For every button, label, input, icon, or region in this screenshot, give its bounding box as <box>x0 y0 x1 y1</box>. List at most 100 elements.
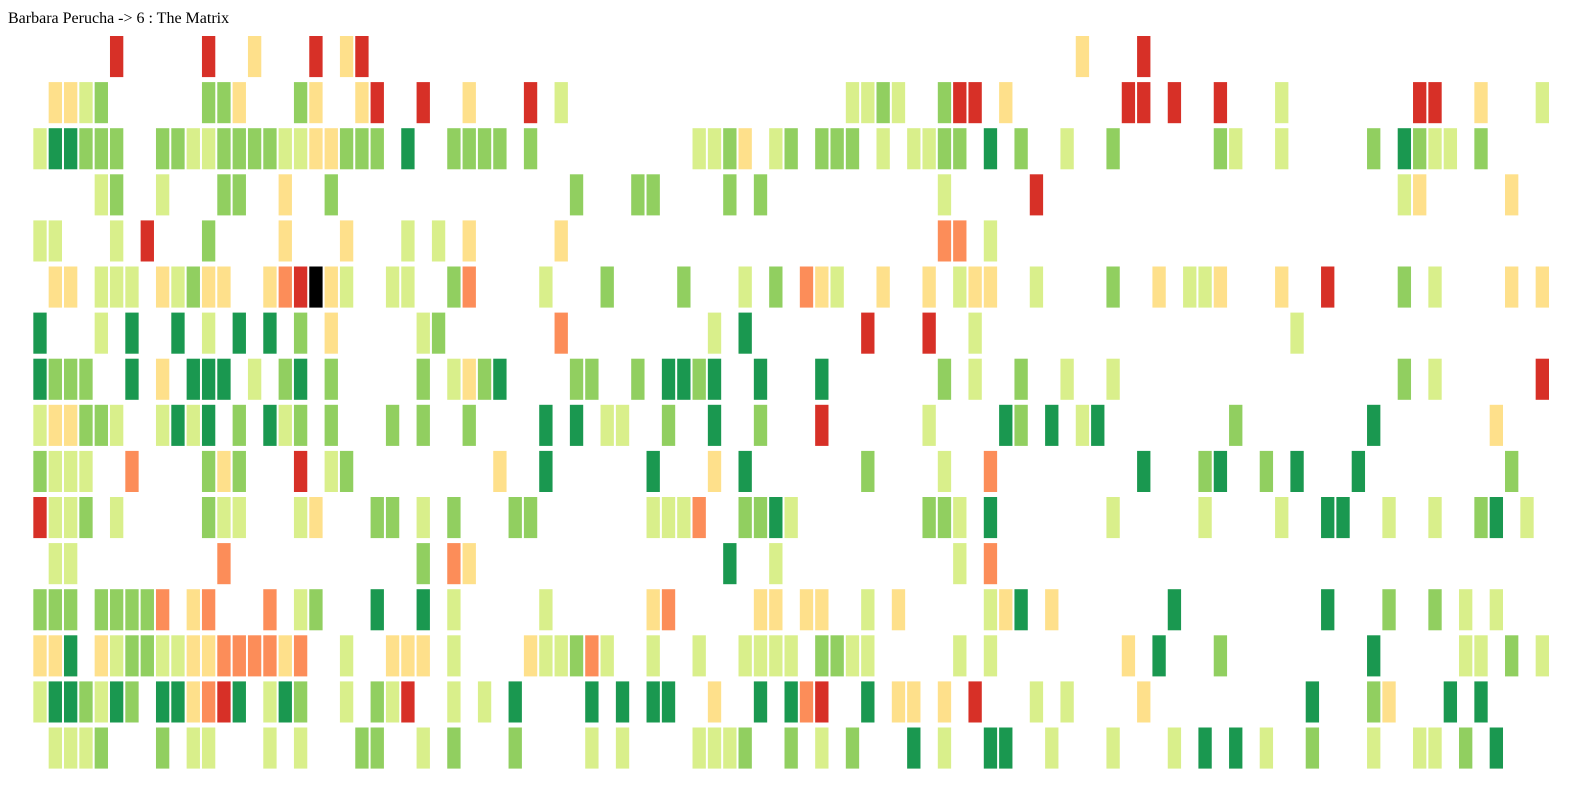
heatmap-cell <box>293 266 308 308</box>
heatmap-cell <box>232 174 246 216</box>
heatmap-cell <box>79 82 93 124</box>
heatmap-cell <box>33 404 47 446</box>
heatmap-cell <box>339 635 354 677</box>
heatmap-cell <box>646 681 660 723</box>
heatmap-cell <box>569 635 584 677</box>
heatmap-cell <box>1167 727 1182 769</box>
heatmap-cell <box>171 266 185 308</box>
heatmap-cell <box>477 128 492 170</box>
heatmap-cell <box>1259 727 1274 769</box>
heatmap-cell <box>1367 128 1381 170</box>
heatmap-cell <box>1535 82 1549 124</box>
heatmap-cell <box>1321 589 1335 631</box>
heatmap-cell <box>263 681 277 723</box>
heatmap-cell <box>876 266 890 308</box>
heatmap-cell <box>1367 635 1381 677</box>
heatmap-cell <box>1137 450 1151 492</box>
heatmap-cell <box>186 727 200 769</box>
heatmap-cell <box>1106 128 1120 170</box>
heatmap-cell <box>953 82 967 124</box>
heatmap-cell <box>891 82 906 124</box>
heatmap-cell <box>171 312 185 354</box>
heatmap-cell <box>585 635 599 677</box>
heatmap-cell <box>416 727 430 769</box>
heatmap-cell <box>63 82 78 124</box>
heatmap-cell <box>569 174 584 216</box>
heatmap-cell <box>968 312 982 354</box>
heatmap-cell <box>201 727 216 769</box>
heatmap-cell <box>109 36 124 78</box>
heatmap-cell <box>416 404 430 446</box>
heatmap-cell <box>661 404 676 446</box>
heatmap-cell <box>370 128 384 170</box>
heatmap-cell <box>1367 681 1381 723</box>
heatmap-cell <box>1137 681 1151 723</box>
heatmap-cell <box>1045 404 1059 446</box>
heatmap-cell <box>385 497 400 539</box>
heatmap-cell <box>1413 82 1427 124</box>
heatmap-cell <box>48 450 62 492</box>
heatmap-cell <box>1535 358 1549 400</box>
heatmap-cell <box>983 727 998 769</box>
heatmap-cell <box>830 128 844 170</box>
heatmap-cell <box>1014 128 1028 170</box>
heatmap-cell <box>753 497 768 539</box>
heatmap-cell <box>416 497 430 539</box>
heatmap-cell <box>569 404 584 446</box>
heatmap-cell <box>48 128 62 170</box>
heatmap-cell <box>615 404 630 446</box>
heatmap-cell <box>937 450 952 492</box>
heatmap-cell <box>1413 174 1427 216</box>
heatmap-cell <box>324 174 338 216</box>
heatmap-cell <box>171 635 185 677</box>
heatmap-cell <box>677 497 691 539</box>
heatmap-cell <box>1106 497 1120 539</box>
heatmap-cell <box>1397 266 1412 308</box>
heatmap-cell <box>155 589 170 631</box>
heatmap-cell <box>370 82 384 124</box>
heatmap-cell <box>983 266 998 308</box>
heatmap-cell <box>431 312 446 354</box>
heatmap-cell <box>1428 128 1442 170</box>
heatmap-cell <box>1229 128 1243 170</box>
heatmap-cell <box>891 681 906 723</box>
heatmap-cell <box>94 266 108 308</box>
heatmap-cell <box>462 82 476 124</box>
heatmap-cell <box>1489 497 1504 539</box>
heatmap-cell <box>263 312 277 354</box>
heatmap-cell <box>447 497 461 539</box>
heatmap-cell <box>569 358 584 400</box>
heatmap-cell <box>48 681 62 723</box>
heatmap-cell <box>217 497 231 539</box>
heatmap-cell <box>109 635 124 677</box>
heatmap-cell <box>217 635 231 677</box>
heatmap-cell <box>983 497 998 539</box>
heatmap-cell <box>1520 497 1534 539</box>
heatmap-cell <box>416 635 430 677</box>
heatmap-cell <box>477 358 492 400</box>
heatmap-cell <box>661 497 676 539</box>
heatmap-cell <box>1121 82 1136 124</box>
heatmap-cell <box>1474 635 1488 677</box>
heatmap-cell <box>63 727 78 769</box>
heatmap-cell <box>201 128 216 170</box>
heatmap-cell <box>401 220 415 262</box>
heatmap-cell <box>753 681 768 723</box>
heatmap-cell <box>1535 635 1549 677</box>
heatmap-cell <box>140 589 154 631</box>
heatmap-cell <box>1428 358 1442 400</box>
heatmap-cell <box>815 266 829 308</box>
heatmap-cell <box>876 128 890 170</box>
heatmap-cell <box>293 497 308 539</box>
heatmap-cell <box>1397 358 1412 400</box>
heatmap-cell <box>1121 635 1136 677</box>
heatmap-cell <box>907 681 921 723</box>
heatmap-cell <box>1474 497 1488 539</box>
heatmap-cell <box>677 266 691 308</box>
heatmap-cell <box>201 220 216 262</box>
heatmap-cell <box>339 266 354 308</box>
heatmap-cell <box>1275 82 1289 124</box>
heatmap-cell <box>155 681 170 723</box>
heatmap-cell <box>585 681 599 723</box>
heatmap-cell <box>94 174 108 216</box>
